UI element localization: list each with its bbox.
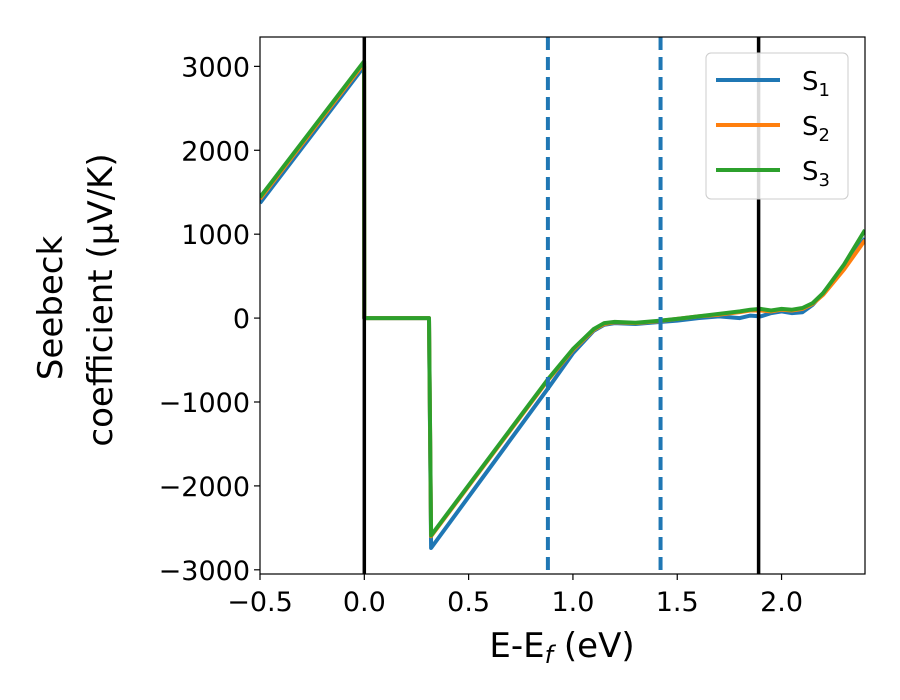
y-tick-label: 0: [233, 304, 250, 335]
y-tick-label: −3000: [159, 556, 250, 587]
x-tick-label: 0.5: [447, 587, 490, 618]
x-axis-label-unit: (eV): [553, 626, 635, 666]
legend-label-s3: S3: [802, 157, 830, 191]
x-tick-label: 0.0: [343, 587, 386, 618]
x-axis-label-main: E-E: [489, 626, 544, 666]
y-tick-label: −1000: [159, 388, 250, 419]
legend-label-s1: S1: [802, 67, 830, 101]
y-tick-label: 3000: [181, 52, 250, 83]
y-tick-label: 2000: [181, 136, 250, 167]
x-axis-ticks: −0.5 0.0 0.5 1.0 1.5 2.0: [227, 574, 803, 618]
series-lines: [260, 59, 865, 550]
reference-lines: [362, 37, 761, 574]
y-axis-label-line1: Seebeck: [31, 236, 71, 381]
y-tick-label: 1000: [181, 220, 250, 251]
y-tick-label: −2000: [159, 472, 250, 503]
x-tick-label: 2.0: [760, 587, 803, 618]
legend-label-s2: S2: [802, 112, 830, 146]
x-tick-label: 1.0: [551, 587, 594, 618]
x-tick-label: −0.5: [227, 587, 293, 618]
x-tick-label: 1.5: [656, 587, 699, 618]
series-line-s3: [260, 59, 865, 538]
y-axis-label-line2: coefficient (μV/K): [81, 153, 121, 446]
x-axis-label: E-Ef (eV): [489, 626, 634, 669]
y-axis-ticks: −3000 −2000 −1000 0 1000 2000 3000: [159, 52, 260, 587]
plot-frame: [259, 36, 866, 575]
legend: S1 S2 S3: [705, 52, 849, 200]
